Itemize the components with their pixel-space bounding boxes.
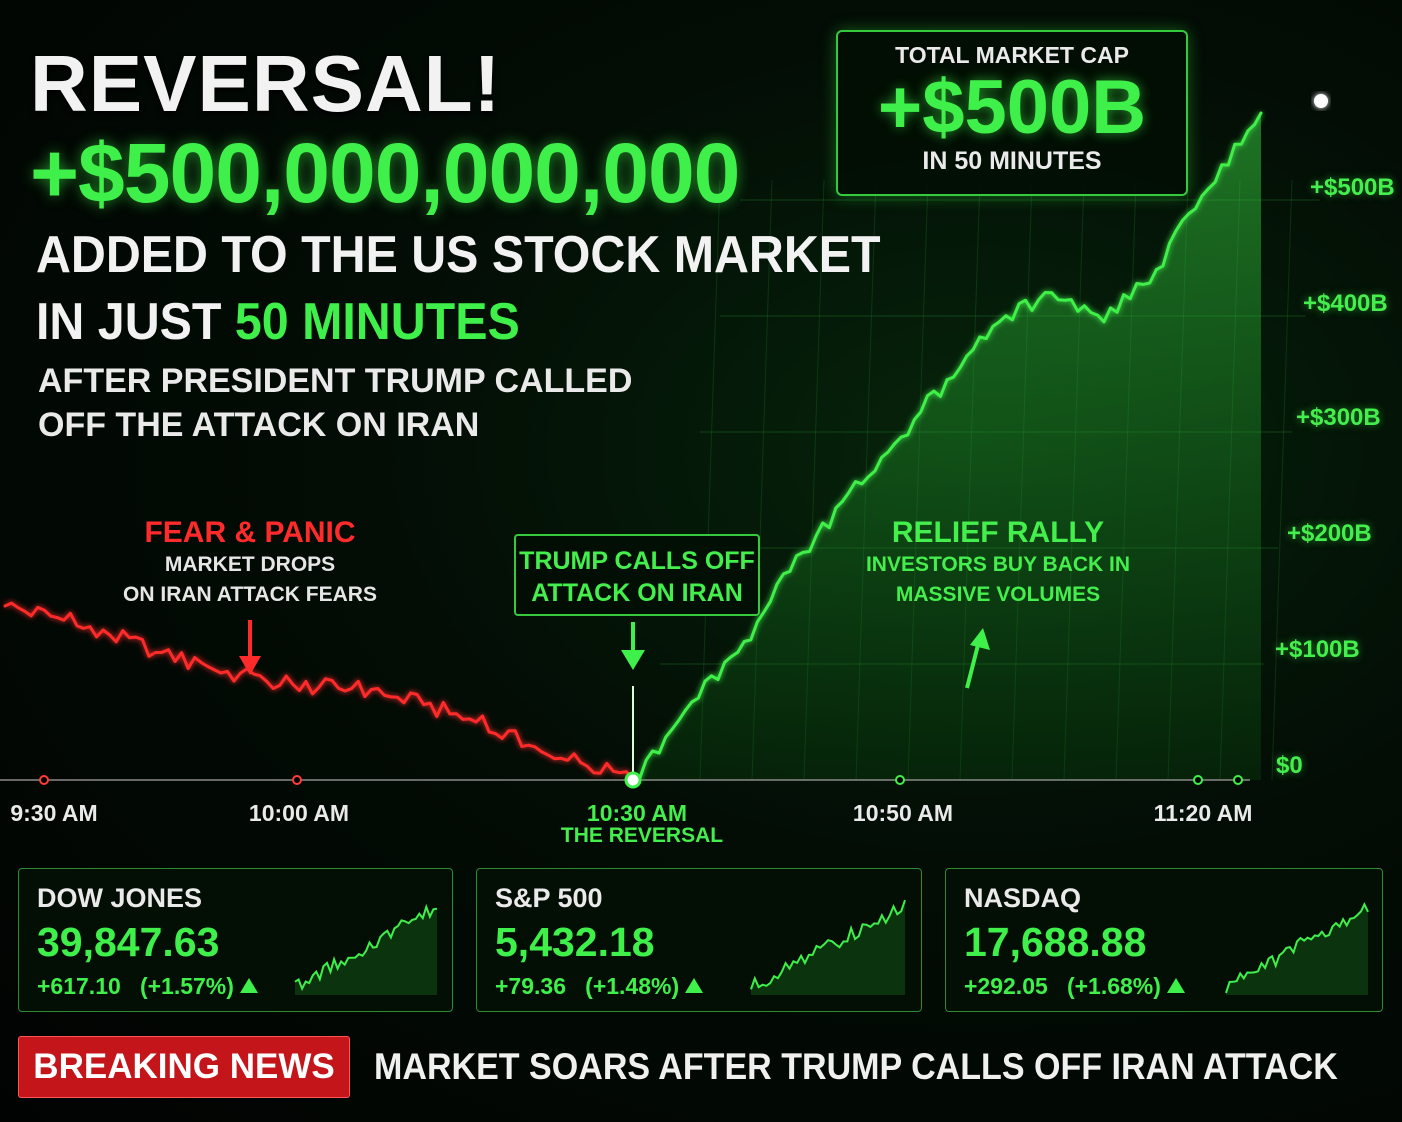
data-point — [3, 604, 7, 608]
data-point — [422, 703, 426, 707]
data-point — [212, 668, 216, 672]
rally-area-fill — [633, 113, 1261, 780]
data-point — [1050, 291, 1054, 295]
y-tick-label: +$300B — [1296, 404, 1381, 431]
y-tick-label: +$500B — [1310, 174, 1395, 201]
ticker-change-text: +292.05 (+1.68%) — [964, 973, 1161, 999]
x-tick-label: 11:20 AM — [1153, 800, 1253, 826]
y-tick-label: +$200B — [1287, 520, 1372, 547]
data-point — [526, 743, 530, 747]
fear-sub2: ON IRAN ATTACK FEARS — [123, 583, 377, 606]
data-point — [108, 633, 112, 637]
x-tick-label: 9:30 AM — [10, 800, 98, 826]
market-cap-box: TOTAL MARKET CAP +$500B IN 50 MINUTES — [836, 30, 1188, 196]
ticker-change-text: +79.36 (+1.48%) — [495, 973, 680, 999]
breaking-news-ticker: MARKET SOARS AFTER TRUMP CALLS OFF IRAN … — [374, 1046, 1338, 1087]
ticker-value: 39,847.63 — [37, 919, 220, 965]
data-point — [160, 650, 164, 654]
relief-arrow — [965, 628, 990, 689]
sparkline — [294, 903, 438, 995]
data-point — [317, 685, 321, 689]
relief-annotation: RELIEF RALLY INVESTORS BUY BACK IN MASSI… — [848, 516, 1148, 610]
data-point — [579, 761, 583, 765]
fear-title: FEAR & PANIC — [144, 516, 356, 549]
ticker-dow-jones: DOW JONES 39,847.63 +617.10 (+1.57%) — [18, 868, 453, 1012]
up-triangle-icon — [239, 978, 258, 993]
data-point — [369, 688, 373, 691]
data-point — [840, 500, 844, 504]
market-cap-sub: IN 50 MINUTES — [922, 147, 1102, 175]
data-point — [55, 616, 59, 620]
headline-amount: +$500,000,000,000 — [30, 126, 740, 220]
trump-line1: TRUMP CALLS OFF — [519, 547, 755, 575]
decline-series-line — [4, 601, 635, 781]
data-point — [265, 679, 269, 683]
headline-line1: ADDED TO THE US STOCK MARKET — [36, 226, 881, 284]
data-point — [736, 650, 740, 654]
sparkline-area — [1226, 904, 1368, 995]
y-tick-label: +$100B — [1275, 636, 1360, 663]
headline-line2-prefix: IN JUST — [36, 293, 235, 351]
data-point — [474, 720, 478, 724]
data-point — [997, 320, 1001, 324]
up-triangle-icon — [685, 978, 704, 993]
sparkline-line — [1225, 902, 1369, 994]
trump-arrow — [621, 622, 645, 670]
sparkline — [750, 899, 906, 995]
peak-dot — [1314, 94, 1328, 108]
data-point — [893, 442, 897, 446]
trump-line2: ATTACK ON IRAN — [531, 579, 743, 607]
ticker-name: DOW JONES — [37, 883, 203, 913]
fear-annotation: FEAR & PANIC MARKET DROPS ON IRAN ATTACK… — [110, 516, 390, 610]
sparkline-line — [750, 899, 906, 990]
data-point — [1207, 186, 1211, 190]
sparkline-line — [294, 903, 438, 992]
grid-line — [699, 179, 721, 781]
ticker-change-text: +617.10 (+1.57%) — [37, 973, 234, 999]
ticker-nasdaq: NASDAQ 17,688.88 +292.05 (+1.68%) — [945, 868, 1383, 1012]
ticker-value: 17,688.88 — [964, 919, 1147, 965]
x-tick-label: 10:50 AM — [852, 800, 954, 826]
sparkline-area — [751, 900, 905, 995]
grid-line — [1271, 179, 1293, 781]
fear-arrow — [239, 620, 261, 675]
data-point — [945, 378, 949, 382]
x-tick-label: 10:30 AM — [586, 800, 688, 826]
x-tick-sublabel: THE REVERSAL — [560, 824, 724, 847]
relief-title: RELIEF RALLY — [891, 516, 1105, 549]
ticker-name: NASDAQ — [964, 883, 1082, 913]
breaking-news-badge: BREAKING NEWS — [18, 1036, 350, 1098]
headline-sub2: OFF THE ATTACK ON IRAN — [38, 406, 480, 444]
x-tick-label: 10:00 AM — [248, 800, 350, 826]
y-tick-label: $0 — [1276, 752, 1303, 779]
x-axis-dots — [39, 771, 1243, 789]
ticker-name: S&P 500 — [495, 883, 603, 913]
headline-line2: IN JUST 50 MINUTES — [36, 292, 520, 352]
y-tick-label: +$400B — [1303, 290, 1388, 317]
ticker-change: +79.36 (+1.48%) — [495, 973, 704, 1000]
headline-title: REVERSAL! — [30, 39, 502, 128]
sparkline — [1225, 902, 1369, 995]
trump-annotation-box: TRUMP CALLS OFF ATTACK ON IRAN — [514, 534, 760, 616]
headline-line2-highlight: 50 MINUTES — [234, 293, 520, 351]
relief-sub1: INVESTORS BUY BACK IN — [865, 553, 1131, 576]
data-point — [1259, 111, 1263, 115]
headline-sub1: AFTER PRESIDENT TRUMP CALLED — [38, 362, 633, 400]
relief-sub2: MASSIVE VOLUMES — [895, 583, 1101, 606]
data-point — [788, 569, 792, 573]
ticker-sp-500: S&P 500 5,432.18 +79.36 (+1.48%) — [476, 868, 922, 1012]
up-triangle-icon — [1166, 978, 1185, 993]
fear-sub1: MARKET DROPS — [164, 553, 336, 576]
market-cap-label: TOTAL MARKET CAP — [895, 42, 1129, 68]
data-point — [683, 708, 687, 712]
data-point — [1154, 268, 1158, 272]
rally-area — [633, 113, 1261, 780]
data-point — [1102, 320, 1106, 324]
market-cap-value: +$500B — [877, 65, 1147, 150]
ticker-value: 5,432.18 — [495, 919, 655, 965]
ticker-change: +292.05 (+1.68%) — [964, 973, 1185, 1000]
ticker-change: +617.10 (+1.57%) — [37, 973, 258, 1000]
